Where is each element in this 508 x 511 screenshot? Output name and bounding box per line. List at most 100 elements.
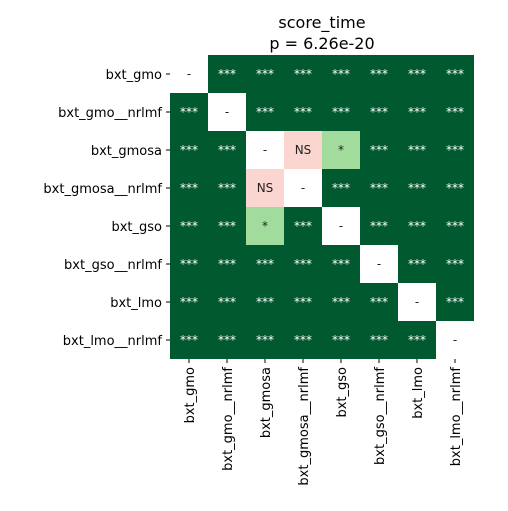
heatmap-cell	[398, 93, 436, 131]
heatmap-cell-label: ***	[180, 181, 198, 195]
y-tick-label: bxt_gmo	[106, 68, 162, 83]
heatmap-cell	[284, 131, 322, 169]
heatmap-cell-label: ***	[446, 67, 464, 81]
heatmap-cell	[246, 93, 284, 131]
heatmap-cell-label: ***	[218, 143, 236, 157]
heatmap-cell	[246, 169, 284, 207]
x-tick-label: bxt_gso__nrlmf	[373, 367, 388, 465]
heatmap-cell	[208, 283, 246, 321]
heatmap-cell-label: ***	[294, 295, 312, 309]
heatmap-cell	[208, 131, 246, 169]
heatmap-cell-label: ***	[370, 143, 388, 157]
y-tick-label: bxt_gso__nrlmf	[64, 258, 162, 273]
heatmap-cell-label: ***	[218, 295, 236, 309]
heatmap-cell-label: ***	[294, 219, 312, 233]
heatmap-cell-label: ***	[370, 105, 388, 119]
heatmap-cell-label: ***	[218, 181, 236, 195]
heatmap-cell-label: ***	[446, 295, 464, 309]
heatmap-cell-label: -	[263, 143, 267, 157]
heatmap-cell-label: ***	[180, 143, 198, 157]
heatmap-cell	[436, 55, 474, 93]
heatmap-cell	[360, 321, 398, 359]
heatmap-cell	[208, 207, 246, 245]
heatmap-cell-label: *	[262, 219, 268, 233]
heatmap-cell-label: ***	[332, 295, 350, 309]
heatmap-cell-label: -	[415, 295, 419, 309]
heatmap-cell-label: ***	[256, 295, 274, 309]
heatmap-cell-label: ***	[446, 219, 464, 233]
heatmap-cells: - *** *** *** *** *** *** ****** - *** *** *** *** **…	[170, 55, 474, 359]
heatmap-cell	[360, 93, 398, 131]
heatmap-cell-label: ***	[180, 105, 198, 119]
heatmap-cell	[436, 245, 474, 283]
heatmap-cell-label: ***	[408, 67, 426, 81]
heatmap-cell-label: ***	[408, 257, 426, 271]
heatmap-cell	[284, 93, 322, 131]
heatmap-cell	[398, 131, 436, 169]
heatmap-cell	[246, 55, 284, 93]
x-tick-label: bxt_gmosa__nrlmf	[297, 367, 312, 486]
y-tick-label: bxt_gmosa	[91, 144, 162, 159]
heatmap-cell	[284, 207, 322, 245]
heatmap-cell-label: ***	[370, 295, 388, 309]
heatmap-cell	[398, 283, 436, 321]
x-tick-label: bxt_lmo__nrlmf	[449, 367, 464, 467]
heatmap-cell	[322, 131, 360, 169]
chart-title: score_time	[278, 13, 365, 33]
heatmap-cell	[208, 169, 246, 207]
heatmap-cell	[170, 283, 208, 321]
x-tick-label: bxt_gmo__nrlmf	[221, 367, 236, 471]
heatmap-cell	[360, 245, 398, 283]
heatmap-cell	[208, 245, 246, 283]
heatmap-cell-label: ***	[332, 67, 350, 81]
heatmap-cell-label: ***	[446, 181, 464, 195]
heatmap-cell	[208, 93, 246, 131]
x-tick-label: bxt_gmo	[183, 367, 198, 423]
heatmap-cell	[170, 131, 208, 169]
heatmap-cell-label: -	[225, 105, 229, 119]
heatmap-cell	[208, 321, 246, 359]
heatmap-cell-label: ***	[294, 67, 312, 81]
heatmap-cell	[398, 55, 436, 93]
heatmap-cell-label: -	[377, 257, 381, 271]
heatmap-cell	[360, 207, 398, 245]
heatmap-cell-label: -	[301, 181, 305, 195]
heatmap-cell-label: ***	[408, 105, 426, 119]
heatmap-cell	[322, 283, 360, 321]
heatmap-cell	[436, 321, 474, 359]
heatmap-cell-label: ***	[446, 143, 464, 157]
heatmap-cell-label: ***	[408, 143, 426, 157]
y-tick-label: bxt_gmo__nrlmf	[58, 106, 162, 121]
heatmap-cell-label: ***	[256, 105, 274, 119]
heatmap-cell	[170, 245, 208, 283]
heatmap-cell-label: -	[187, 67, 191, 81]
heatmap-cell-label: ***	[294, 257, 312, 271]
x-tick-label: bxt_gso	[335, 367, 350, 418]
heatmap-cell	[246, 207, 284, 245]
heatmap-cell-label: -	[339, 219, 343, 233]
heatmap-cell	[284, 283, 322, 321]
heatmap-cell-label: ***	[294, 333, 312, 347]
heatmap-cell	[170, 55, 208, 93]
column-labels: bxt_gmo bxt_gmo__nrlmf bxt_gmosa bxt_gmosa_…	[183, 359, 464, 486]
heatmap-cell	[284, 321, 322, 359]
heatmap-cell-label: ***	[218, 257, 236, 271]
heatmap-cell-label: ***	[294, 105, 312, 119]
heatmap-cell	[170, 207, 208, 245]
heatmap-cell-label: NS	[257, 181, 274, 195]
heatmap-cell-label: ***	[218, 219, 236, 233]
heatmap-cell-label: ***	[332, 257, 350, 271]
heatmap-cell-label: ***	[180, 333, 198, 347]
heatmap-cell	[208, 55, 246, 93]
heatmap-cell	[170, 169, 208, 207]
heatmap-cell	[398, 207, 436, 245]
x-tick-label: bxt_gmosa	[259, 367, 274, 438]
heatmap-cell-label: ***	[446, 105, 464, 119]
row-labels: bxt_gmo bxt_gmo__nrlmf bxt_gmosa bxt_gmosa_…	[43, 68, 170, 349]
heatmap-cell-label: NS	[295, 143, 312, 157]
heatmap-cell	[322, 169, 360, 207]
heatmap-cell	[398, 245, 436, 283]
y-tick-label: bxt_gmosa__nrlmf	[43, 182, 162, 197]
heatmap-cell-label: ***	[180, 219, 198, 233]
